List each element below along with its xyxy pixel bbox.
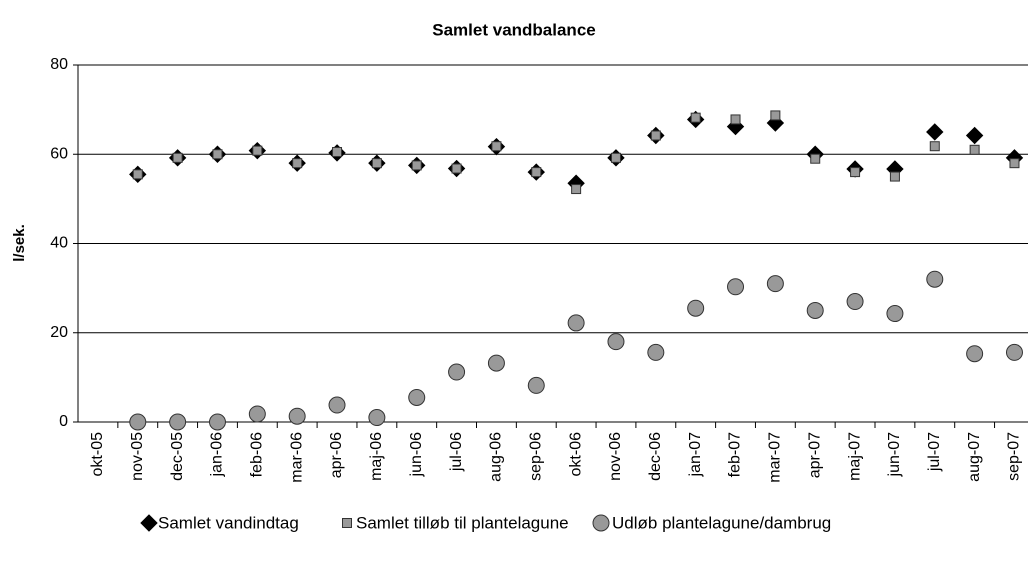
marker — [1009, 158, 1020, 169]
x-tick-label: dec-06 — [647, 432, 664, 481]
marker — [806, 301, 824, 319]
marker — [926, 270, 944, 288]
x-tick-label: apr-06 — [328, 432, 345, 478]
marker — [411, 160, 422, 171]
marker — [248, 405, 266, 423]
marker — [965, 126, 984, 145]
marker — [647, 343, 665, 361]
x-tick-label: mar-07 — [767, 432, 784, 483]
marker — [368, 409, 386, 427]
marker — [408, 388, 426, 406]
marker — [571, 184, 582, 195]
y-tick-label: 20 — [50, 324, 68, 341]
marker — [846, 293, 864, 311]
x-tick-label: jan-06 — [209, 432, 226, 478]
marker — [850, 167, 861, 178]
y-tick-label: 40 — [50, 235, 68, 252]
marker — [371, 158, 382, 169]
marker — [328, 396, 346, 414]
marker — [766, 275, 784, 293]
x-tick-label: aug-06 — [488, 432, 505, 482]
x-tick-label: feb-06 — [249, 432, 266, 477]
marker — [567, 314, 585, 332]
x-tick-label: apr-07 — [806, 432, 823, 478]
marker — [886, 305, 904, 323]
y-tick-label: 80 — [50, 56, 68, 73]
marker — [132, 169, 143, 180]
marker — [332, 147, 343, 158]
legend-label: Samlet vandindtag — [158, 513, 299, 532]
x-tick-label: mar-06 — [288, 432, 305, 483]
x-tick-label: nov-06 — [607, 432, 624, 481]
x-tick-label: okt-05 — [89, 432, 106, 477]
y-tick-label: 0 — [59, 413, 68, 430]
marker — [610, 152, 621, 163]
marker — [1005, 343, 1023, 361]
marker — [607, 333, 625, 351]
x-tick-label: sep-06 — [527, 432, 544, 481]
legend-marker — [592, 514, 610, 532]
marker — [690, 112, 701, 123]
marker — [929, 141, 940, 152]
marker — [969, 144, 980, 155]
marker — [491, 141, 502, 152]
marker — [527, 376, 545, 394]
marker — [129, 413, 147, 431]
marker — [448, 363, 466, 381]
marker — [770, 110, 781, 121]
x-tick-label: maj-06 — [368, 432, 385, 481]
x-tick-label: jun-07 — [886, 432, 903, 478]
marker — [726, 117, 745, 136]
x-tick-label: dec-05 — [169, 432, 186, 481]
y-tick-label: 60 — [50, 145, 68, 162]
marker — [889, 171, 900, 182]
marker — [172, 152, 183, 163]
legend-label: Samlet tilløb til plantelagune — [356, 513, 569, 532]
x-tick-label: sep-07 — [1006, 432, 1023, 481]
marker — [208, 413, 226, 431]
x-tick-label: jul-06 — [448, 432, 465, 472]
x-tick-label: okt-06 — [567, 432, 584, 477]
marker — [169, 413, 187, 431]
marker — [487, 354, 505, 372]
marker — [292, 158, 303, 169]
marker — [966, 345, 984, 363]
legend-marker — [140, 514, 158, 532]
marker — [730, 114, 741, 125]
marker — [451, 163, 462, 174]
legend-label: Udløb plantelagune/dambrug — [612, 513, 831, 532]
marker — [650, 130, 661, 141]
x-tick-label: aug-07 — [966, 432, 983, 482]
chart-title: Samlet vandbalance — [432, 20, 595, 39]
marker — [212, 149, 223, 160]
marker — [252, 145, 263, 156]
marker — [531, 167, 542, 178]
x-tick-label: nov-05 — [129, 432, 146, 481]
y-axis-label: l/sek. — [11, 224, 28, 262]
marker — [288, 407, 306, 425]
marker — [766, 114, 785, 132]
x-tick-label: jan-07 — [687, 432, 704, 478]
marker — [926, 123, 944, 141]
x-tick-label: jul-07 — [926, 432, 943, 472]
marker — [687, 299, 705, 317]
marker — [727, 278, 745, 296]
marker — [810, 153, 821, 164]
legend-marker — [342, 518, 352, 528]
x-tick-label: maj-07 — [846, 432, 863, 481]
x-tick-label: jun-06 — [408, 432, 425, 478]
x-tick-label: feb-07 — [727, 432, 744, 477]
